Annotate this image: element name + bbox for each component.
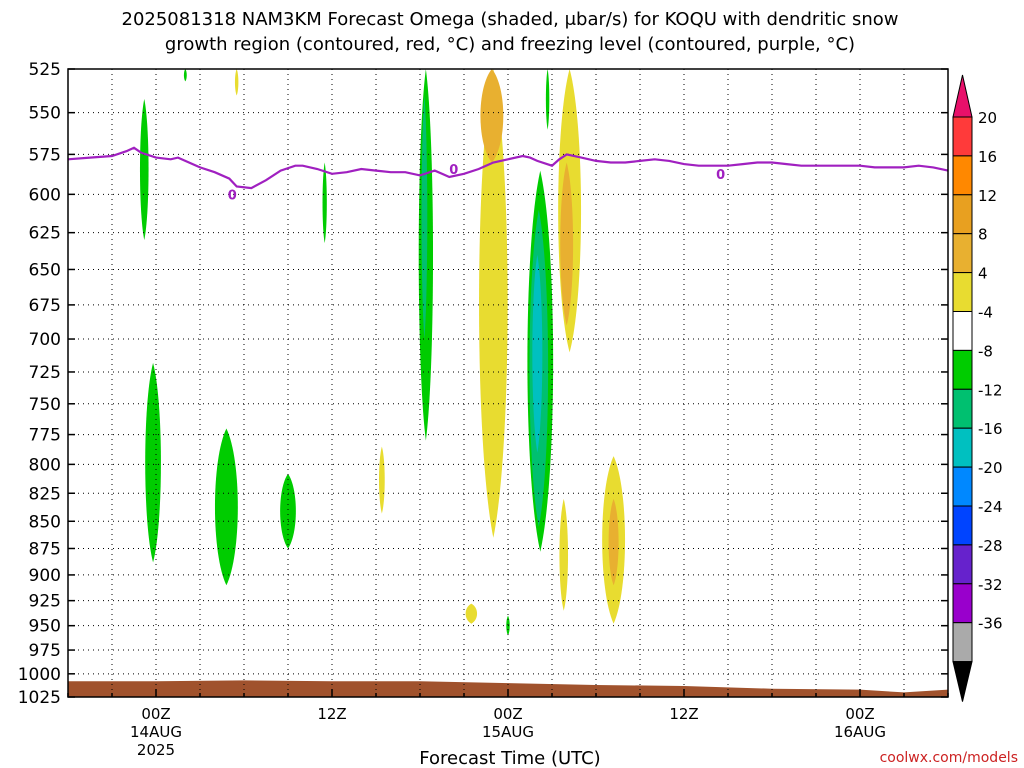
- colorbar-top-arrow: [952, 74, 973, 118]
- y-tick-label: 1025: [18, 688, 61, 708]
- colorbar-swatch-9: [952, 466, 973, 507]
- colorbar-label: 8: [978, 226, 988, 244]
- chart-title-line-1: 2025081318 NAM3KM Forecast Omega (shaded…: [122, 9, 899, 30]
- colorbar-label: 16: [978, 148, 997, 166]
- freezing-level-label: 0: [716, 168, 725, 183]
- omega-region-20: [465, 603, 478, 624]
- x-tick-label: 12Z: [317, 705, 346, 723]
- colorbar-label: 4: [978, 265, 988, 283]
- colorbar-label: 12: [978, 187, 997, 205]
- y-tick-label: 725: [29, 363, 61, 383]
- y-tick-label: 750: [29, 395, 61, 415]
- x-tick-label: 00Z: [845, 705, 874, 723]
- colorbar-swatch-12: [952, 583, 973, 624]
- omega-region-3: [280, 473, 296, 549]
- freezing-level-label: 0: [449, 163, 458, 178]
- y-tick-label: 925: [29, 592, 61, 612]
- plot-frame: [67, 68, 949, 698]
- grid-lines: [68, 68, 948, 698]
- x-tick-label: 2025: [137, 741, 175, 759]
- colorbar-swatch-13: [952, 622, 973, 663]
- colorbar-swatch-5: [952, 311, 973, 351]
- omega-region-2: [214, 428, 238, 586]
- omega-region-11: [545, 69, 550, 130]
- credit-text: coolwx.com/models: [880, 750, 1018, 766]
- colorbar-label: -20: [978, 459, 1003, 477]
- freezing-level-label: 0: [228, 188, 237, 203]
- colorbar-label: -24: [978, 498, 1003, 516]
- omega-region-7: [421, 95, 428, 340]
- omega-region-5: [183, 69, 187, 82]
- colorbar-swatch-2: [952, 194, 973, 235]
- x-tick-label: 16AUG: [834, 723, 886, 741]
- colorbar-swatch-11: [952, 544, 973, 585]
- colorbar-swatch-1: [952, 155, 973, 196]
- y-tick-label: 950: [29, 617, 61, 637]
- colorbar-label: -28: [978, 537, 1003, 555]
- colorbar-label: -32: [978, 576, 1003, 594]
- colorbar-swatch-3: [952, 233, 973, 274]
- omega-region-16: [480, 69, 504, 163]
- y-tick-label: 775: [29, 426, 61, 446]
- y-tick-label: 600: [29, 185, 61, 205]
- chart-title-line-2: growth region (contoured, red, °C) and f…: [165, 34, 855, 55]
- colorbar-label: -8: [978, 342, 993, 360]
- colorbar-label: 20: [978, 109, 997, 127]
- y-tick-label: 900: [29, 566, 61, 586]
- plot-area: 0 0 0 525 550 575 600 625 650 675 700 725 750 775 800 8…: [18, 60, 949, 759]
- omega-region-15: [479, 69, 508, 538]
- freezing-level-line: [67, 146, 949, 190]
- omega-region-19: [559, 498, 569, 611]
- colorbar-swatch-4: [952, 272, 973, 313]
- colorbar-swatch-7: [952, 388, 973, 429]
- colorbar-bottom-arrow: [952, 661, 973, 702]
- omega-region-4: [322, 162, 327, 244]
- y-tick-label: 700: [29, 330, 61, 350]
- colorbar-swatch-0: [952, 116, 973, 157]
- x-tick-label: 14AUG: [130, 723, 182, 741]
- colorbar-swatch-6: [952, 349, 973, 390]
- colorbar-swatch-10: [952, 505, 973, 546]
- colorbar: 20 16 12 8 4 -4 -8 -12 -16 -20 -24 -28 -32 -36: [952, 74, 1003, 702]
- x-tick-label: 15AUG: [482, 723, 534, 741]
- omega-shading: [139, 69, 626, 636]
- x-axis-label: Forecast Time (UTC): [419, 748, 600, 768]
- y-tick-label: 550: [29, 104, 61, 124]
- y-tick-label: 650: [29, 260, 61, 280]
- colorbar-label: -16: [978, 420, 1003, 438]
- y-tick-label: 675: [29, 296, 61, 316]
- y-tick-label: 625: [29, 224, 61, 244]
- y-tick-label: 575: [29, 145, 61, 165]
- omega-region-1: [145, 362, 161, 563]
- y-tick-label: 975: [29, 641, 61, 661]
- omega-region-18: [560, 162, 574, 326]
- colorbar-label: -36: [978, 615, 1003, 633]
- y-tick-label: 1000: [18, 665, 61, 685]
- y-tick-label: 875: [29, 539, 61, 559]
- omega-region-0: [139, 98, 149, 241]
- x-tick-label: 00Z: [141, 705, 170, 723]
- omega-region-10: [532, 254, 543, 453]
- y-tick-label: 850: [29, 512, 61, 532]
- omega-region-13: [234, 69, 239, 96]
- y-tick-label: 525: [29, 60, 61, 80]
- x-tick-label: 12Z: [669, 705, 698, 723]
- omega-region-14: [379, 446, 385, 514]
- omega-region-22: [608, 498, 619, 586]
- colorbar-label: -4: [978, 304, 993, 322]
- y-tick-label: 825: [29, 484, 61, 504]
- y-tick-label: 800: [29, 455, 61, 475]
- x-tick-label: 00Z: [493, 705, 522, 723]
- colorbar-label: -12: [978, 381, 1003, 399]
- colorbar-swatch-8: [952, 427, 973, 468]
